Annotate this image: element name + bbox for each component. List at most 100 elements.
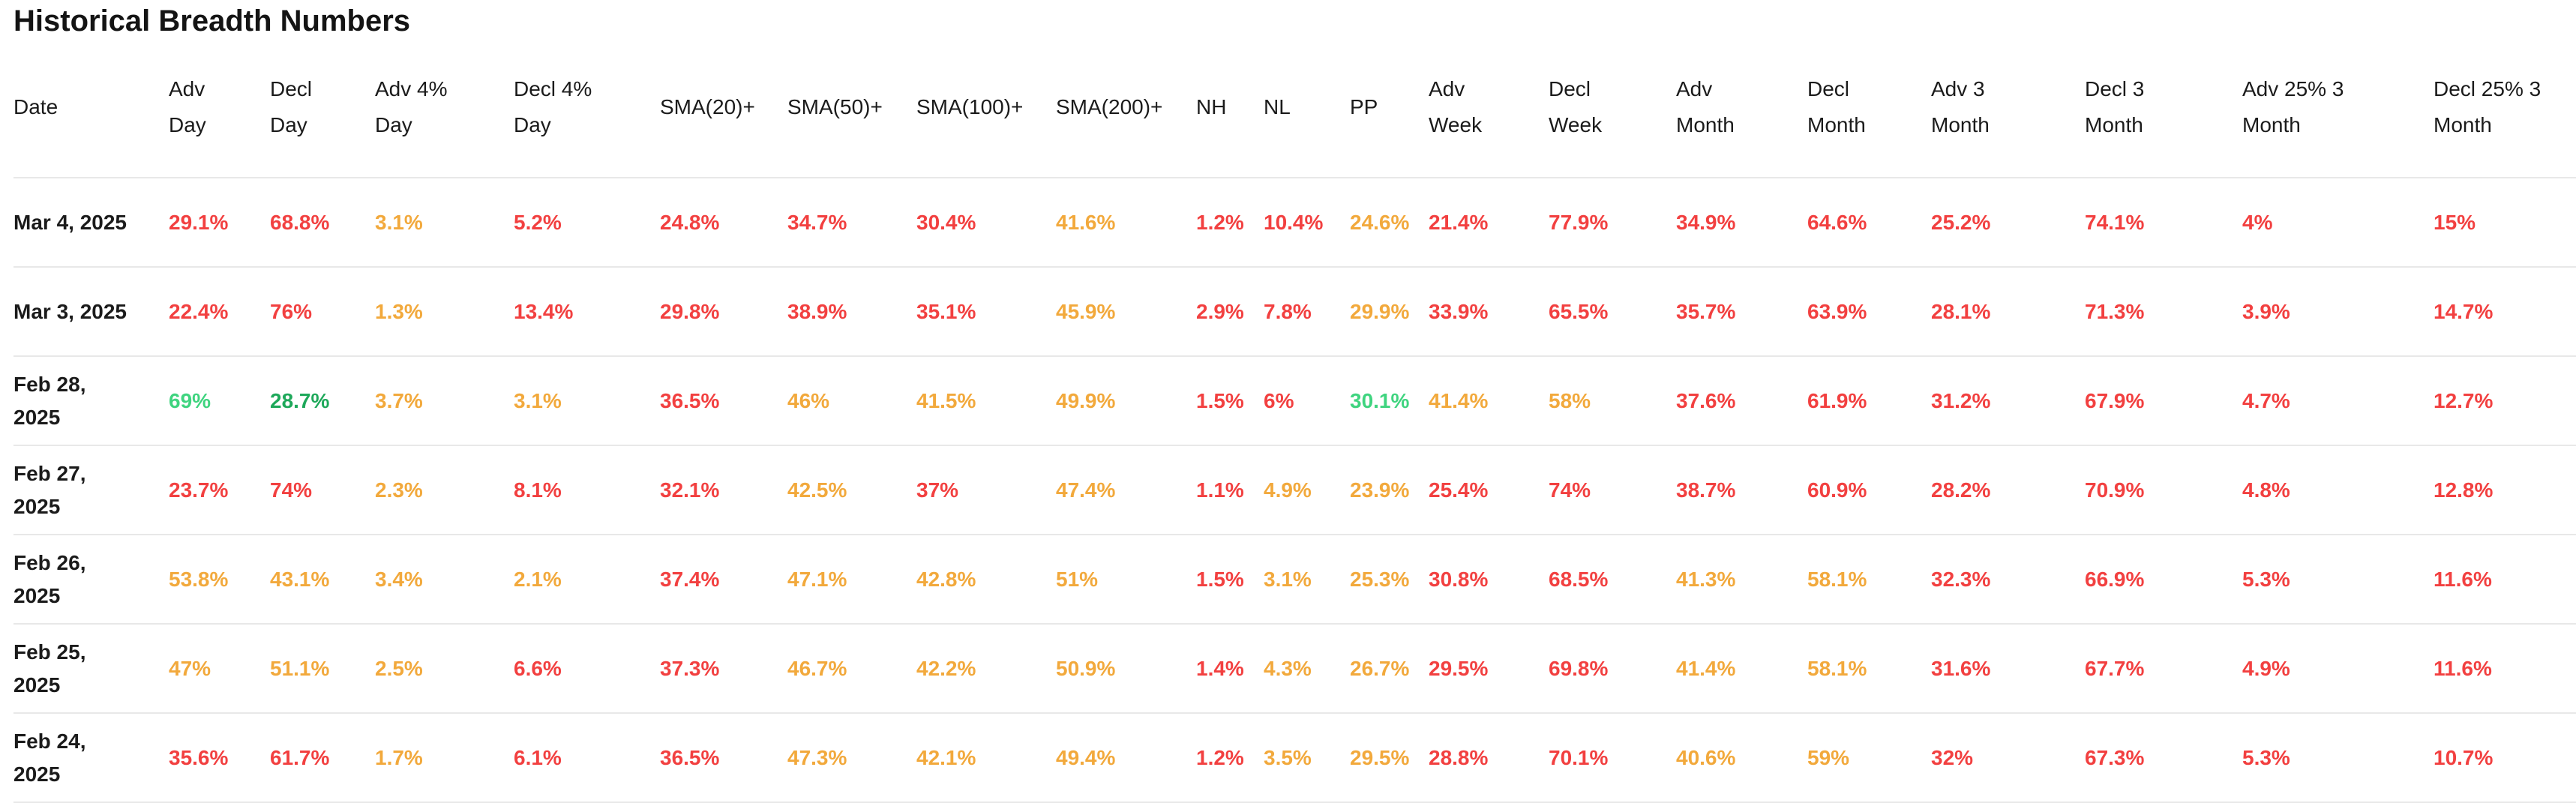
date-cell: Feb 27, 2025 — [13, 445, 169, 535]
value-cell-decl-25pct-3-month: 10.7% — [2434, 713, 2576, 803]
value-cell-adv-day: 53.8% — [169, 535, 270, 625]
column-header-line: SMA(200)+ — [1056, 95, 1163, 118]
value-cell-sma50-plus: 38.9% — [787, 267, 916, 357]
value-cell-decl-4pct-day: 8.1% — [514, 445, 660, 535]
value-cell-adv-4pct-day: 2.5% — [375, 624, 514, 714]
value-cell-sma20-plus: 36.5% — [660, 356, 787, 446]
value-cell-decl-4pct-day: 2.1% — [514, 535, 660, 625]
table-row: Feb 28, 2025 69% 28.7% 3.7% 3.1% 36.5% 46% 41.5%… — [13, 356, 2576, 446]
value-cell-adv-week: 21.4% — [1429, 178, 1549, 268]
value-cell-nl: 10.4% — [1264, 178, 1350, 268]
column-header-line: Date — [13, 95, 58, 118]
value-cell-nl: 3.1% — [1264, 535, 1350, 625]
value-cell-nh: 1.2% — [1196, 713, 1264, 803]
value-cell-sma100-plus: 42.2% — [916, 624, 1056, 714]
column-header-line: Day — [514, 113, 551, 136]
column-header-decl-week: Decl Week — [1549, 37, 1676, 178]
value-cell-decl-3-month: 66.9% — [2085, 535, 2242, 625]
column-header-line: SMA(20)+ — [660, 95, 755, 118]
date-cell: Feb 24, 2025 — [13, 713, 169, 803]
date-line: 2025 — [13, 494, 61, 518]
value-cell-adv-25pct-3-month: 4.9% — [2242, 624, 2434, 714]
column-header-line: PP — [1350, 95, 1378, 118]
value-cell-decl-month: 58.1% — [1807, 535, 1931, 625]
value-cell-sma200-plus: 49.9% — [1056, 356, 1196, 446]
value-cell-decl-month: 61.9% — [1807, 356, 1931, 446]
value-cell-adv-week: 29.5% — [1429, 624, 1549, 714]
value-cell-adv-25pct-3-month: 5.3% — [2242, 713, 2434, 803]
date-line: Feb 27, — [13, 461, 86, 485]
value-cell-pp: 29.9% — [1350, 267, 1429, 357]
column-header-pp: PP — [1350, 37, 1429, 178]
column-header-line: NL — [1264, 95, 1291, 118]
date-cell: Mar 4, 2025 — [13, 178, 169, 268]
value-cell-adv-4pct-day: 1.3% — [375, 267, 514, 357]
value-cell-decl-4pct-day: 6.6% — [514, 624, 660, 714]
value-cell-pp: 26.7% — [1350, 624, 1429, 714]
value-cell-sma200-plus: 41.6% — [1056, 178, 1196, 268]
value-cell-adv-month: 34.9% — [1676, 178, 1807, 268]
value-cell-decl-day: 76% — [270, 267, 375, 357]
column-header-sma50-plus: SMA(50)+ — [787, 37, 916, 178]
value-cell-decl-month: 60.9% — [1807, 445, 1931, 535]
value-cell-adv-day: 23.7% — [169, 445, 270, 535]
column-header-adv-3-month: Adv 3 Month — [1931, 37, 2085, 178]
value-cell-nh: 1.1% — [1196, 445, 1264, 535]
value-cell-pp: 29.5% — [1350, 713, 1429, 803]
column-header-line: Adv — [1676, 77, 1713, 100]
value-cell-adv-week: 30.8% — [1429, 535, 1549, 625]
column-header-line: Adv 4% — [375, 77, 448, 100]
column-header-line: Day — [270, 113, 307, 136]
value-cell-adv-day: 35.6% — [169, 713, 270, 803]
value-cell-pp: 25.3% — [1350, 535, 1429, 625]
column-header-sma20-plus: SMA(20)+ — [660, 37, 787, 178]
column-header-line: Adv 3 — [1931, 77, 1985, 100]
value-cell-sma200-plus: 51% — [1056, 535, 1196, 625]
value-cell-sma50-plus: 47.3% — [787, 713, 916, 803]
value-cell-decl-25pct-3-month: 14.7% — [2434, 267, 2576, 357]
value-cell-sma200-plus: 45.9% — [1056, 267, 1196, 357]
value-cell-adv-3-month: 32.3% — [1931, 535, 2085, 625]
table-row: Mar 4, 2025 29.1% 68.8% 3.1% 5.2% 24.8% 34.7% 3… — [13, 178, 2576, 268]
date-cell: Feb 28, 2025 — [13, 356, 169, 446]
date-cell: Mar 3, 2025 — [13, 267, 169, 357]
column-header-line: NH — [1196, 95, 1227, 118]
column-header-decl-25pct-3-month: Decl 25% 3 Month — [2434, 37, 2576, 178]
date-line: 2025 — [13, 583, 61, 607]
value-cell-adv-4pct-day: 3.4% — [375, 535, 514, 625]
value-cell-decl-4pct-day: 13.4% — [514, 267, 660, 357]
value-cell-sma20-plus: 29.8% — [660, 267, 787, 357]
table-row: Feb 24, 2025 35.6% 61.7% 1.7% 6.1% 36.5% 47.3% 4… — [13, 713, 2576, 803]
value-cell-sma50-plus: 47.1% — [787, 535, 916, 625]
date-line: Feb 25, — [13, 640, 86, 664]
value-cell-adv-25pct-3-month: 4% — [2242, 178, 2434, 268]
column-header-decl-4pct-day: Decl 4% Day — [514, 37, 660, 178]
value-cell-decl-month: 64.6% — [1807, 178, 1931, 268]
date-line: 2025 — [13, 405, 61, 429]
column-header-line: Decl — [1549, 77, 1591, 100]
column-header-line: Month — [1931, 113, 1990, 136]
value-cell-adv-3-month: 28.1% — [1931, 267, 2085, 357]
value-cell-adv-4pct-day: 2.3% — [375, 445, 514, 535]
value-cell-sma20-plus: 24.8% — [660, 178, 787, 268]
table-header: Date Adv Day Decl Day Adv 4% Day Decl 4% Day SMA(… — [13, 37, 2576, 178]
value-cell-sma100-plus: 41.5% — [916, 356, 1056, 446]
value-cell-sma20-plus: 32.1% — [660, 445, 787, 535]
value-cell-decl-4pct-day: 3.1% — [514, 356, 660, 446]
value-cell-decl-day: 28.7% — [270, 356, 375, 446]
table-row: Feb 26, 2025 53.8% 43.1% 3.4% 2.1% 37.4% 47.1% 4… — [13, 535, 2576, 625]
value-cell-adv-month: 37.6% — [1676, 356, 1807, 446]
value-cell-adv-month: 38.7% — [1676, 445, 1807, 535]
date-line: Mar 3, 2025 — [13, 299, 127, 323]
value-cell-adv-25pct-3-month: 3.9% — [2242, 267, 2434, 357]
value-cell-decl-4pct-day: 6.1% — [514, 713, 660, 803]
value-cell-adv-month: 40.6% — [1676, 713, 1807, 803]
value-cell-decl-25pct-3-month: 12.7% — [2434, 356, 2576, 446]
column-header-nh: NH — [1196, 37, 1264, 178]
value-cell-nh: 1.5% — [1196, 535, 1264, 625]
value-cell-nh: 1.4% — [1196, 624, 1264, 714]
column-header-line: Week — [1429, 113, 1483, 136]
value-cell-sma200-plus: 47.4% — [1056, 445, 1196, 535]
value-cell-decl-25pct-3-month: 11.6% — [2434, 535, 2576, 625]
value-cell-pp: 23.9% — [1350, 445, 1429, 535]
